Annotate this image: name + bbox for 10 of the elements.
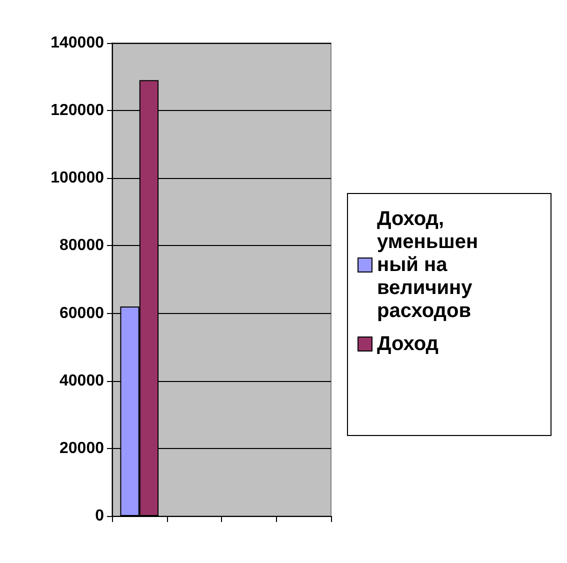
legend-label: Доход, уменьшенный на величину расходов: [377, 208, 478, 322]
y-tick-label: 60000: [60, 304, 104, 322]
y-tick-label: 100000: [50, 170, 104, 187]
y-tick-label: 80000: [60, 237, 104, 254]
y-tick-label: 120000: [50, 102, 104, 120]
y-tick-label: 20000: [60, 440, 104, 457]
y-tick-label: 0: [95, 508, 104, 524]
legend-label: Доход: [377, 333, 439, 355]
y-tick-label: 140000: [50, 34, 104, 52]
y-tick-label: 40000: [60, 372, 104, 390]
